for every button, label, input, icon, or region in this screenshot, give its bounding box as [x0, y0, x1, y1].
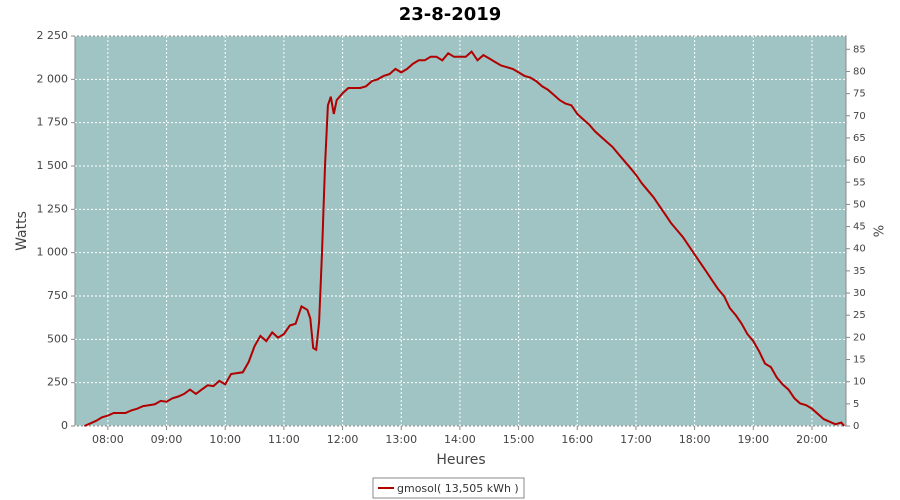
legend-box: [372, 477, 525, 499]
chart-title: 23-8-2019: [399, 4, 502, 25]
y2-tick-label: 60: [853, 155, 866, 166]
x-tick-label: 19:00: [737, 433, 769, 446]
y2-tick-label: 55: [853, 177, 866, 188]
y2-tick-label: 25: [853, 310, 866, 321]
plot-area: [74, 35, 847, 427]
y2-tick-label: 10: [853, 377, 866, 388]
y-tick-label: 1 250: [37, 202, 69, 215]
x-tick-label: 09:00: [151, 433, 183, 446]
y-tick-label: 2 000: [37, 72, 69, 85]
x-tick-label: 18:00: [679, 433, 711, 446]
y-tick-label: 1 500: [37, 159, 69, 172]
y2-axis-label: %: [873, 225, 888, 237]
y-tick-label: 500: [47, 332, 68, 345]
y2-tick-label: 80: [853, 66, 866, 77]
y2-tick-label: 65: [853, 133, 866, 144]
x-tick-label: 08:00: [92, 433, 124, 446]
y2-tick-label: 35: [853, 266, 866, 277]
data-line: [83, 50, 845, 427]
y2-tick-label: 0: [853, 421, 859, 432]
x-tick-label: 12:00: [327, 433, 359, 446]
y2-tick-label: 20: [853, 332, 866, 343]
y2-tick-label: 70: [853, 111, 866, 122]
legend: gmosol( 13,505 kWh ): [372, 477, 525, 499]
y2-tick-label: 50: [853, 199, 866, 210]
y-tick-label: 1 750: [37, 116, 69, 129]
y-tick-label: 1 000: [37, 246, 69, 259]
y-tick-label: 0: [61, 419, 68, 432]
y-tick-label: 2 250: [37, 29, 69, 42]
x-tick-label: 13:00: [385, 433, 417, 446]
x-tick-label: 11:00: [268, 433, 300, 446]
y2-tick-label: 5: [853, 399, 859, 410]
y2-tick-label: 45: [853, 222, 866, 233]
y-axis-label: Watts: [14, 211, 30, 251]
y2-tick-label: 15: [853, 355, 866, 366]
legend-label: gmosol( 13,505 kWh ): [397, 482, 519, 495]
x-tick-label: 15:00: [503, 433, 535, 446]
y-tick-label: 750: [47, 289, 68, 302]
y-tick-label: 250: [47, 376, 68, 389]
y2-tick-label: 40: [853, 244, 866, 255]
x-tick-label: 17:00: [620, 433, 652, 446]
y2-tick-label: 75: [853, 89, 866, 100]
x-axis-label: Heures: [436, 452, 485, 468]
x-tick-label: 10:00: [209, 433, 241, 446]
x-tick-label: 16:00: [561, 433, 593, 446]
y2-tick-label: 85: [853, 44, 866, 55]
x-tick-label: 20:00: [796, 433, 828, 446]
y2-tick-label: 30: [853, 288, 866, 299]
x-tick-label: 14:00: [444, 433, 476, 446]
